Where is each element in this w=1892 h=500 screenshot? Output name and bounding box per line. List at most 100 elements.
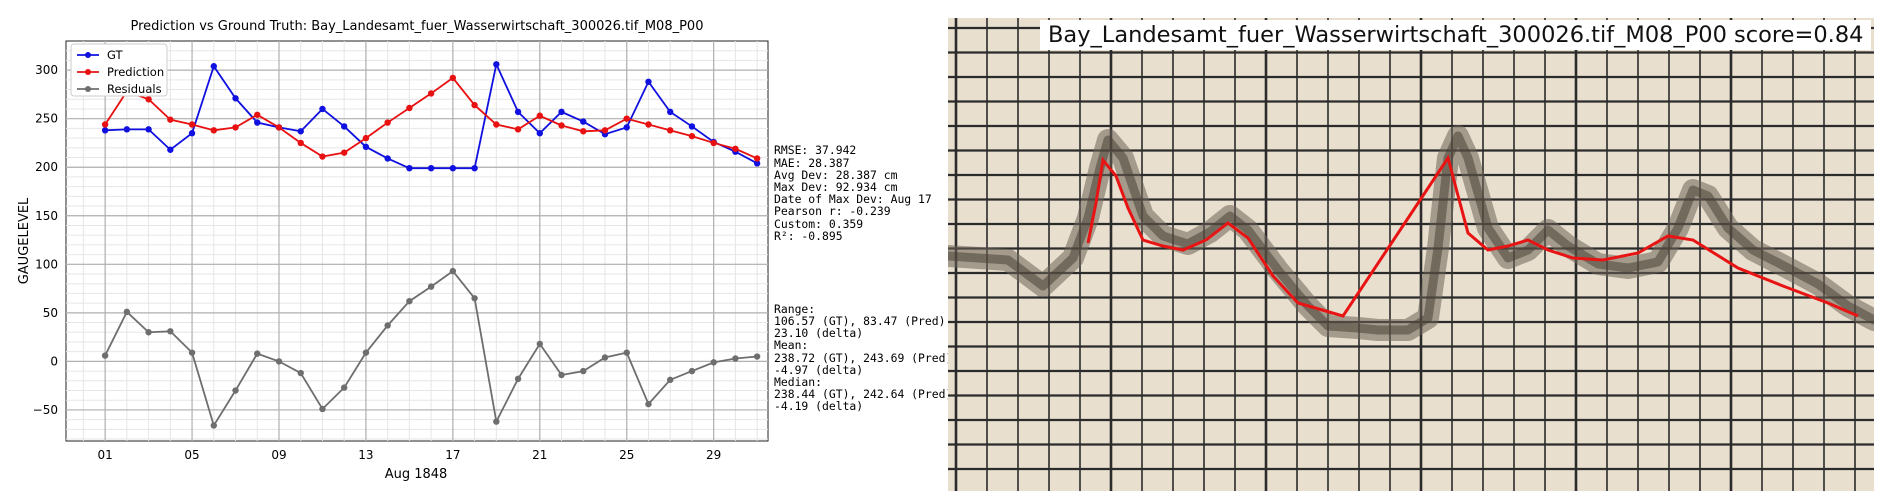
stats-line: Avg Dev: 28.387 cm (774, 167, 898, 182)
prediction-point (471, 101, 478, 109)
stats-line: 238.44 (GT), 242.64 (Pred) (774, 387, 953, 402)
residuals-point (514, 375, 522, 383)
stats-line: Max Dev: 92.934 cm (774, 179, 898, 194)
prediction-point (145, 96, 152, 103)
x-tick-label: 09 (271, 448, 286, 462)
chart-title: Prediction vs Ground Truth: Bay_Landesam… (131, 19, 704, 34)
series-layer (101, 61, 761, 429)
gt-point (362, 143, 370, 151)
y-tick-label: 50 (43, 306, 58, 320)
residuals-point (188, 349, 196, 356)
stats-line: -4.97 (delta) (774, 362, 864, 377)
prediction-point (623, 115, 630, 122)
stats-block-metrics: RMSE: 37.942 MAE: 28.387 Avg Dev: 28.387 c… (774, 144, 952, 242)
residuals-point (210, 422, 217, 429)
stats-line: Custom: 0.359 (774, 216, 864, 231)
gt-point (536, 130, 543, 137)
prediction-point (210, 127, 217, 134)
gt-point (688, 123, 696, 130)
prediction-point (601, 127, 609, 134)
prediction-point (254, 111, 261, 118)
x-tick-label: 17 (445, 448, 460, 462)
stats-line: Mean: (774, 338, 809, 353)
residuals-point (384, 322, 391, 329)
prediction-point (297, 139, 304, 147)
stats-line: 238.72 (GT), 243.69 (Pred) (774, 350, 953, 365)
x-tick-label: 25 (619, 448, 634, 462)
residuals-point (558, 371, 565, 379)
gt-point (645, 78, 652, 85)
residuals-point (449, 267, 457, 275)
prediction-point (319, 153, 326, 160)
ink-curve-core (948, 131, 1874, 335)
stats-line: 106.57 (GT), 83.47 (Pred) (774, 314, 946, 329)
residuals-point (297, 369, 304, 377)
y-tick-label: 200 (35, 160, 58, 174)
y-tick-label: 150 (35, 209, 58, 223)
y-tick-label: −50 (33, 403, 58, 417)
stats-line: 23.10 (delta) (774, 326, 864, 341)
residuals-point (471, 295, 478, 302)
extracted-trace (1086, 154, 1859, 318)
prediction-point (275, 124, 283, 131)
gt-point (623, 124, 630, 131)
residuals-point (688, 367, 696, 375)
gt-point (188, 130, 196, 137)
legend-label-gt: GT (107, 48, 124, 62)
legend-marker-prediction (85, 69, 91, 75)
legend-label-prediction: Prediction (107, 65, 164, 79)
gt-point (493, 61, 500, 68)
stats-line: MAE: 28.387 (774, 155, 850, 170)
gt-point (232, 95, 239, 102)
residuals-point (666, 376, 674, 384)
prediction-point (101, 121, 109, 128)
stats-panel: RMSE: 37.942 MAE: 28.387 Avg Dev: 28.387 c… (774, 120, 952, 425)
prediction-point (427, 90, 435, 97)
gt-point (753, 160, 761, 167)
gt-point (449, 164, 457, 172)
y-tick-label: 250 (35, 112, 58, 126)
gt-point (427, 164, 435, 172)
stats-line: Range: (774, 301, 816, 316)
prediction-point (732, 145, 739, 152)
legend-marker-gt (85, 52, 91, 58)
gt-point (384, 155, 391, 162)
residuals-point (732, 355, 739, 362)
x-tick-label: 21 (532, 448, 547, 462)
prediction-point (384, 119, 391, 126)
prediction-point (666, 127, 674, 134)
gt-point (580, 118, 587, 125)
residuals-point (580, 367, 587, 375)
prediction-point (493, 121, 500, 128)
x-tick-label: 29 (706, 448, 721, 462)
scanned-chart-drawing (948, 18, 1874, 491)
gt-point (514, 108, 522, 116)
prediction-point (362, 134, 370, 142)
legend-marker-residuals (85, 86, 91, 92)
residuals-point (753, 353, 761, 360)
gt-point (297, 128, 304, 135)
gt-point (666, 108, 674, 116)
gt-point (406, 164, 413, 172)
residuals-point (536, 340, 543, 348)
prediction-point (645, 121, 652, 128)
gt-point (145, 126, 152, 133)
gt-point (471, 164, 478, 172)
y-axis-label: GAUGELEVEL (17, 197, 32, 284)
gt-point (319, 105, 326, 113)
prediction-point (188, 121, 196, 128)
gt-point (123, 126, 131, 133)
gt-point (254, 119, 261, 126)
legend-box (70, 43, 168, 97)
residuals-point (232, 387, 239, 394)
y-tick-label: 100 (35, 257, 58, 271)
x-axis-label: Aug 1848 (385, 467, 448, 482)
gt-point (167, 146, 174, 153)
x-tick-label: 01 (97, 448, 112, 462)
prediction-point (536, 112, 543, 119)
gt-point (101, 127, 109, 134)
prediction-point (688, 132, 696, 140)
stats-line: Median: (774, 375, 823, 390)
prediction-point (167, 116, 174, 123)
y-tick-label: 300 (35, 63, 58, 77)
